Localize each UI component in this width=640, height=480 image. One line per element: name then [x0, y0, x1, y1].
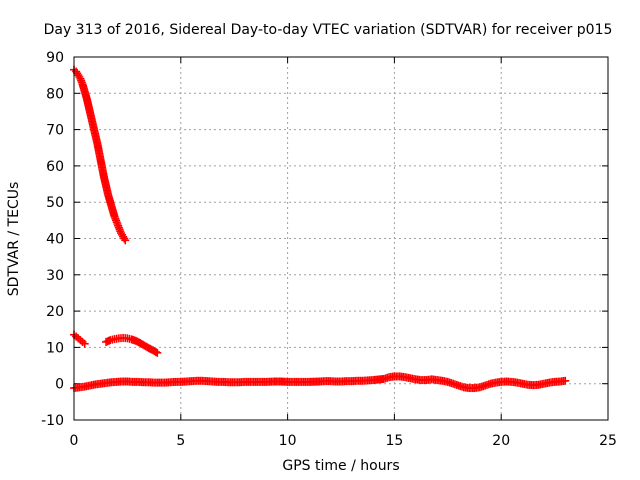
y-tick-label: 0 [55, 377, 64, 393]
data-point-arc-mid [151, 347, 160, 356]
axis-ticks: 0 5 10 15 20 25 -10 0 10 20 30 40 50 60 70 80 90 [41, 50, 617, 449]
y-tick-label: 10 [46, 340, 64, 356]
x-axis-label: GPS time / hours [282, 458, 399, 474]
y-tick-label: 90 [46, 50, 64, 66]
data-point-arc-high [120, 234, 129, 243]
y-tick-label: 60 [46, 159, 64, 175]
y-tick-label: 50 [46, 195, 64, 211]
data-points [70, 65, 570, 393]
data-point-baseline [561, 376, 570, 385]
y-tick-label: 20 [46, 304, 64, 320]
data-point-arc-high [75, 72, 84, 81]
x-tick-label: 25 [599, 433, 617, 449]
data-point-arc-high [121, 236, 130, 245]
x-tick-label: 5 [176, 433, 185, 449]
plot-frame [73, 56, 609, 421]
y-tick-label: 70 [46, 123, 64, 139]
y-tick-label: 30 [46, 268, 64, 284]
y-axis-label: SDTVAR / TECUs [6, 182, 22, 297]
x-tick-label: 10 [279, 433, 297, 449]
x-tick-label: 0 [70, 433, 79, 449]
y-tick-label: 40 [46, 232, 64, 248]
y-tick-label: -10 [41, 413, 64, 429]
grid [74, 57, 608, 420]
data-point-arc-start [80, 339, 89, 348]
data-point-arc-mid [153, 348, 162, 357]
y-tick-label: 80 [46, 86, 64, 102]
x-tick-label: 20 [492, 433, 510, 449]
chart-title: Day 313 of 2016, Sidereal Day-to-day VTE… [44, 22, 613, 38]
x-tick-label: 15 [385, 433, 403, 449]
